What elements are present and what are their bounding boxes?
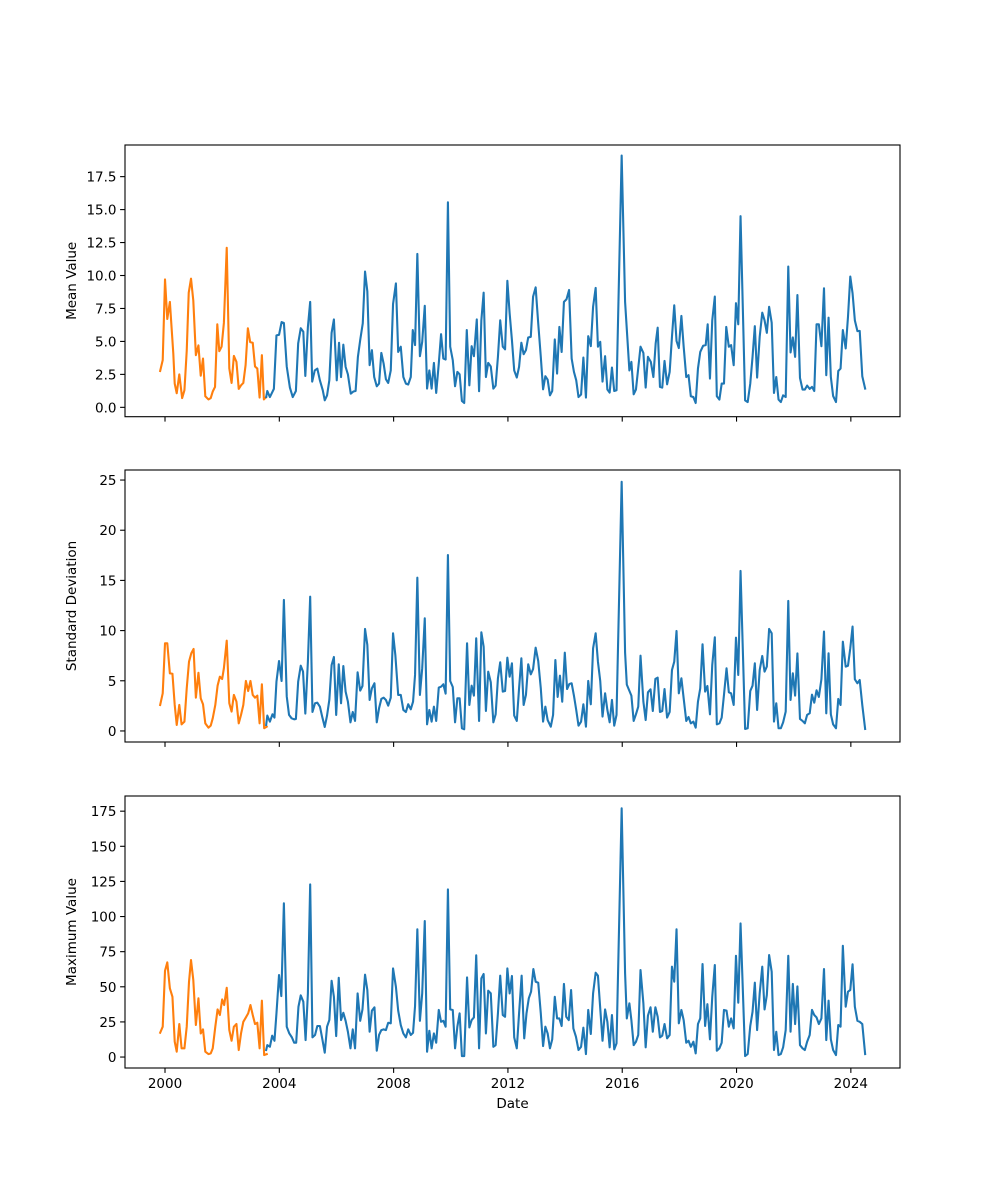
mean-y-tick-label: 0.0 — [95, 400, 116, 416]
std-y-tick-label: 5 — [108, 674, 117, 690]
max-y-tick-label: 50 — [99, 980, 116, 996]
max-y-tick-label: 100 — [91, 910, 117, 926]
mean-y-axis-label: Mean Value — [64, 242, 80, 320]
x-axis-label: Date — [496, 1096, 528, 1112]
std-y-tick-label: 0 — [108, 724, 117, 740]
max-y-tick-label: 75 — [99, 945, 116, 961]
std-axes-frame — [124, 469, 901, 743]
std-y-tick-label: 15 — [99, 573, 116, 589]
max-y-tick-label: 150 — [91, 839, 117, 855]
mean-series-line-1 — [158, 246, 268, 401]
mean-axes-frame — [124, 144, 901, 418]
mean-y-tick-label: 10.0 — [86, 269, 116, 285]
max-axes-frame — [124, 795, 901, 1069]
x-tick-label: 2004 — [262, 1076, 296, 1092]
std-y-axis-label: Standard Deviation — [64, 541, 80, 671]
x-tick-label: 2012 — [491, 1076, 525, 1092]
x-tick-label: 2024 — [834, 1076, 868, 1092]
mean-y-tick-label: 7.5 — [95, 301, 116, 317]
std-series-line-2 — [265, 480, 867, 731]
max-y-axis-label: Maximum Value — [64, 878, 80, 986]
mean-y-tick-label: 2.5 — [95, 367, 116, 383]
maximum-value-subplot: 2000 2004 2008 2012 2016 2020 2024 0 25 50 75 100 12… — [64, 795, 901, 1112]
x-tick-label: 2016 — [605, 1076, 639, 1092]
max-series-line-2 — [264, 807, 867, 1058]
std-y-tick-label: 25 — [99, 473, 116, 489]
mean-series-line-2 — [264, 154, 867, 405]
mean-y-tick-label: 12.5 — [86, 236, 116, 252]
mean-y-tick-label: 15.0 — [86, 203, 116, 219]
max-y-tick-label: 125 — [91, 874, 117, 890]
max-y-tick-label: 175 — [91, 804, 117, 820]
x-tick-label: 2020 — [719, 1076, 753, 1092]
std-y-tick-label: 20 — [99, 523, 116, 539]
max-y-tick-label: 0 — [108, 1050, 117, 1066]
mean-y-tick-label: 17.5 — [86, 170, 116, 186]
standard-deviation-subplot: 0 5 10 15 20 25 Standard Deviation — [64, 469, 901, 747]
max-series-line-1 — [158, 959, 269, 1057]
mean-y-tick-label: 5.0 — [95, 334, 116, 350]
std-y-tick-label: 10 — [99, 624, 116, 640]
x-tick-label: 2008 — [376, 1076, 410, 1092]
std-series-line-1 — [158, 639, 269, 730]
max-y-tick-label: 25 — [99, 1015, 116, 1031]
mean-value-subplot: 0.0 2.5 5.0 7.5 10.0 12.5 15.0 17.5 Mean Value — [64, 144, 901, 422]
x-tick-label: 2000 — [148, 1076, 182, 1092]
